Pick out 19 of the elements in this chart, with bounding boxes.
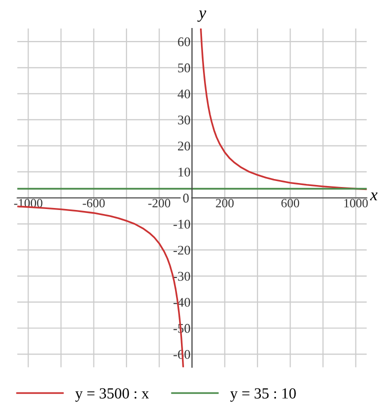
x-tick-label: -200 [148,198,170,208]
x-tick-label: -600 [82,198,105,208]
y-tick-label: 40 [178,89,190,98]
y-tick-label: -10 [174,220,190,229]
x-tick-label: 600 [281,198,300,208]
legend-label: y = 3500 : x [75,388,149,402]
y-tick-label: 20 [178,142,190,150]
legend-label: y = 35 : 10 [230,388,296,402]
y-tick-label: 50 [178,63,190,72]
y-tick-label: 30 [178,116,190,124]
x-tick-label: 200 [216,198,234,208]
y-tick-label: 0 [183,194,189,203]
x-axis-title: x [370,192,378,200]
y-tick-label: -30 [174,272,190,281]
y-tick-label: 60 [178,37,190,46]
y-tick-label: -20 [174,246,190,255]
x-tick-label: 1000 [344,198,368,208]
y-tick-label: 10 [178,168,190,177]
y-axis-title: y [197,10,206,22]
